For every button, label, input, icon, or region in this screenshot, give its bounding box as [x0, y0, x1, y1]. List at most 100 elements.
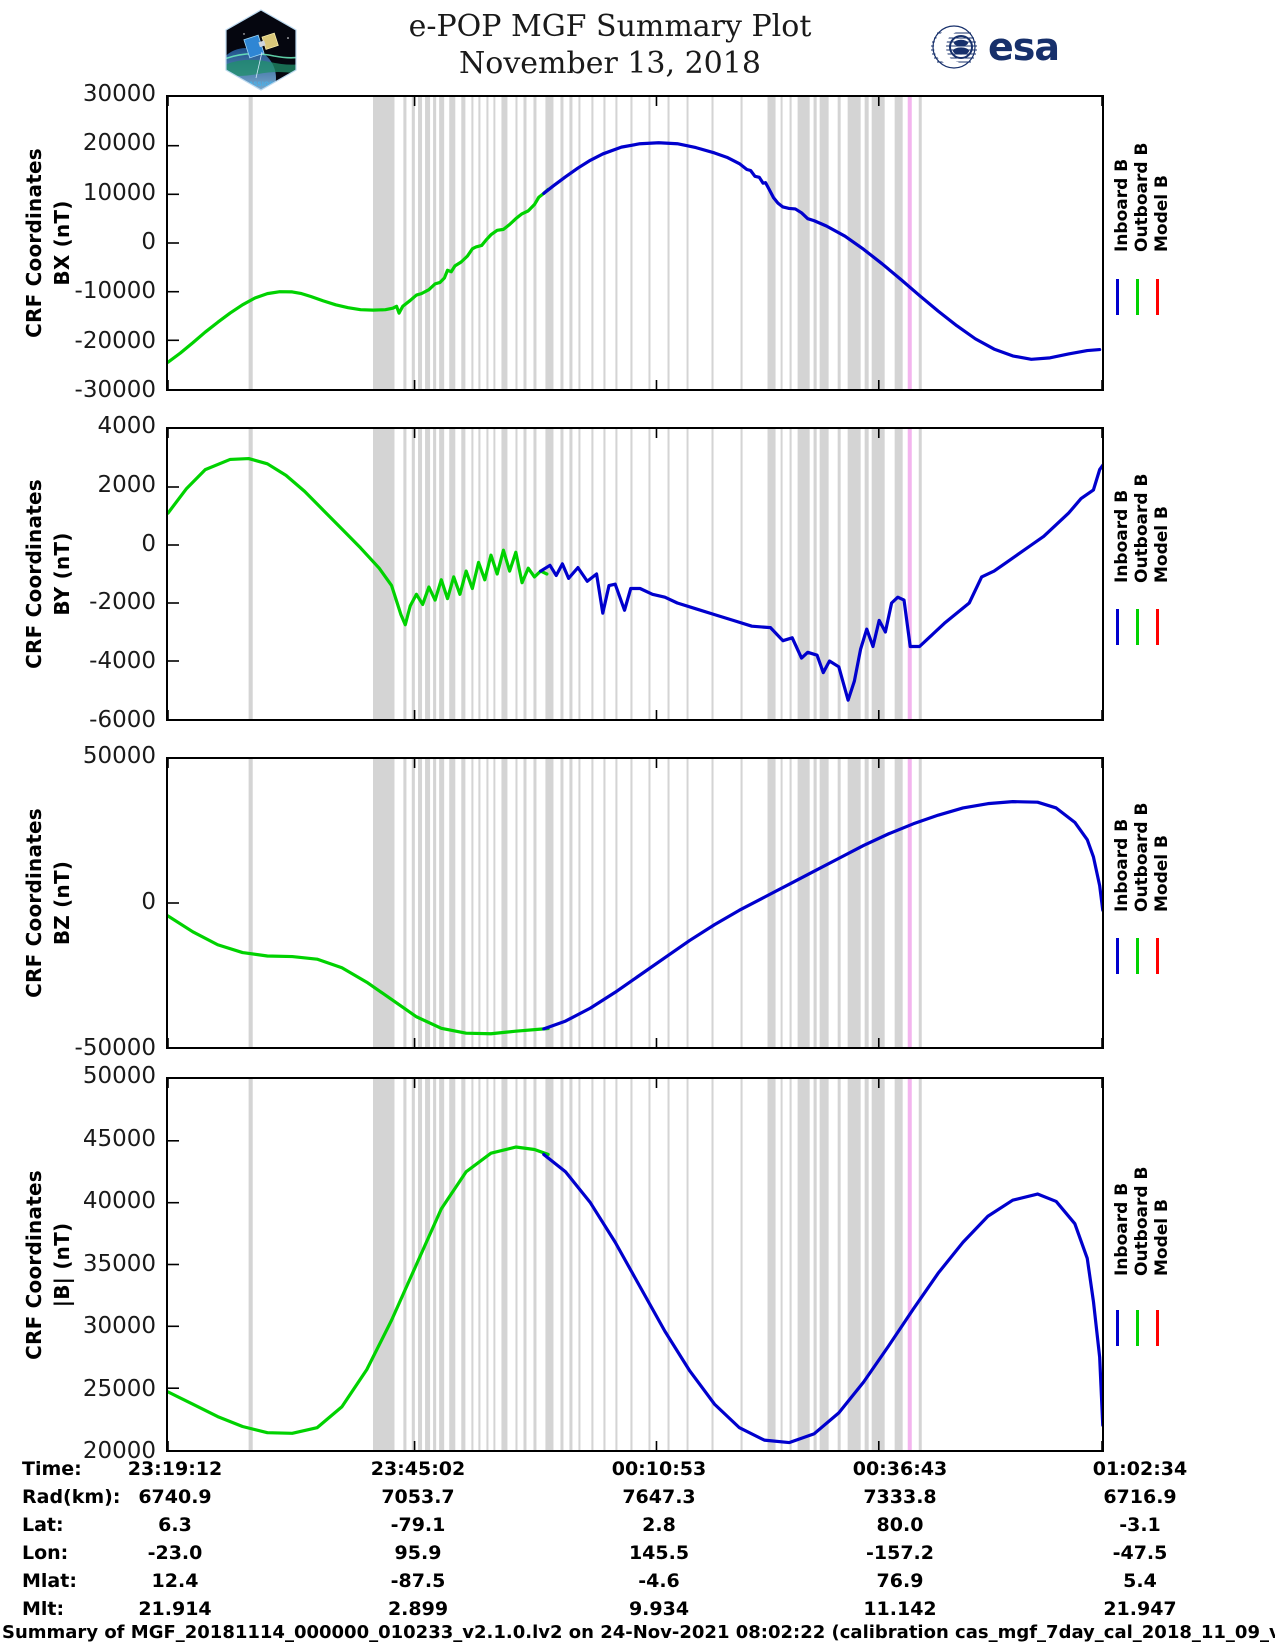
- title-line-2: November 13, 2018: [459, 46, 761, 81]
- legend-label-model-b: Model B: [1152, 834, 1172, 912]
- table-cell: 6740.9: [138, 1486, 212, 1508]
- y-axis-ticks-bx: 30000 20000 10000 0 -10000 -20000 -30000: [36, 83, 156, 402]
- y-tick-label: 40000: [82, 1188, 156, 1214]
- y-tick-label: 30000: [82, 81, 156, 107]
- table-cell: 95.9: [394, 1542, 442, 1564]
- trace-inboard-b: [539, 463, 1102, 702]
- y-tick-label: 50000: [82, 1063, 156, 1089]
- table-cell: 7647.3: [622, 1486, 696, 1508]
- legend-label-outboard-b: Outboard B: [1132, 802, 1152, 912]
- y-tick-label: 4000: [97, 413, 156, 439]
- y-tick-label: -30000: [74, 377, 156, 403]
- y-axis-title-component: BX (nT): [50, 200, 74, 286]
- y-axis-title-coords: CRF Coordinates: [22, 148, 46, 338]
- legend-label-inboard-b: Inboard B: [1112, 1182, 1132, 1276]
- y-axis-title-component: |B| (nT): [50, 1222, 74, 1307]
- legend-swatch-model-b: [1156, 278, 1159, 315]
- table-cell: 2.8: [642, 1514, 676, 1536]
- table-row-label: Lon:: [22, 1542, 69, 1564]
- table-cell: 145.5: [628, 1542, 690, 1564]
- legend-label-outboard-b: Outboard B: [1132, 1166, 1152, 1276]
- y-tick-label: 10000: [82, 179, 156, 206]
- trace-outboard-b: [168, 914, 550, 1036]
- table-cell: 2.899: [387, 1598, 449, 1620]
- table-row: Lon: -23.0 95.9 145.5 -157.2 -47.5: [0, 1542, 1275, 1570]
- table-row-label: Mlat:: [22, 1570, 77, 1592]
- table-cell: 12.4: [151, 1570, 199, 1592]
- table-row: Mlat: 12.4 -87.5 -4.6 76.9 5.4: [0, 1570, 1275, 1598]
- legend-swatch-inboard-b: [1116, 938, 1119, 975]
- y-tick-label: -2000: [89, 589, 156, 616]
- y-axis-title-coords: CRF Coordinates: [22, 479, 46, 669]
- table-cell: -87.5: [390, 1570, 446, 1592]
- legend: Inboard B Outboard B Model B: [1112, 95, 1202, 391]
- table-cell: 6716.9: [1103, 1486, 1177, 1508]
- y-tick-label: 0: [141, 229, 156, 255]
- patch-label: CASSIOPE: [244, 81, 277, 88]
- y-tick-label: 30000: [82, 1313, 156, 1339]
- table-row-label: Rad(km):: [22, 1486, 121, 1508]
- legend-swatch-model-b: [1156, 938, 1159, 975]
- table-cell: 7053.7: [381, 1486, 455, 1508]
- y-axis-title-coords: CRF Coordinates: [22, 808, 46, 998]
- table-cell: 11.142: [863, 1598, 937, 1620]
- y-axis-title-component: BZ (nT): [50, 860, 74, 946]
- table-cell: 23:19:12: [127, 1458, 223, 1480]
- trace-outboard-b: [168, 187, 550, 364]
- plot-panel-by: [166, 427, 1104, 721]
- trace-outboard-b: [168, 456, 549, 627]
- legend-swatch-model-b: [1156, 609, 1159, 646]
- legend-swatch-outboard-b: [1136, 278, 1139, 315]
- table-cell: 23:45:02: [370, 1458, 466, 1480]
- legend-swatch-model-b: [1156, 1309, 1159, 1346]
- table-row-label: Time:: [22, 1458, 82, 1480]
- table-cell: 21.914: [138, 1598, 212, 1620]
- table-cell: 80.0: [876, 1514, 924, 1536]
- legend: Inboard B Outboard B Model B: [1112, 1077, 1202, 1452]
- legend-label-inboard-b: Inboard B: [1112, 489, 1132, 583]
- page-title: e-POP MGF Summary Plot November 13, 2018: [330, 8, 890, 82]
- y-tick-label: 20000: [82, 130, 156, 157]
- y-tick-label: -6000: [89, 707, 156, 733]
- table-cell: 7333.8: [863, 1486, 937, 1508]
- y-tick-label: -20000: [74, 327, 156, 354]
- y-tick-label: 50000: [82, 743, 156, 769]
- y-tick-label: 45000: [82, 1125, 156, 1152]
- table-cell: 00:36:43: [852, 1458, 948, 1480]
- legend-swatch-inboard-b: [1116, 609, 1119, 646]
- legend-label-outboard-b: Outboard B: [1132, 473, 1152, 583]
- y-tick-label: 0: [141, 530, 156, 557]
- legend-label-model-b: Model B: [1152, 1198, 1172, 1276]
- legend-swatch-inboard-b: [1116, 278, 1119, 315]
- legend-swatch-inboard-b: [1116, 1309, 1119, 1346]
- table-cell: 01:02:34: [1092, 1458, 1188, 1480]
- y-tick-label: 35000: [82, 1250, 156, 1277]
- legend-label-inboard-b: Inboard B: [1112, 818, 1132, 912]
- legend-swatch-outboard-b: [1136, 1309, 1139, 1346]
- title-line-1: e-POP MGF Summary Plot: [408, 9, 812, 44]
- y-tick-label: 2000: [97, 471, 156, 498]
- legend-label-model-b: Model B: [1152, 505, 1172, 583]
- table-row-label: Mlt:: [22, 1598, 65, 1620]
- table-cell: -79.1: [390, 1514, 446, 1536]
- table-cell: 76.9: [876, 1570, 924, 1592]
- page-header: CASSIOPE e-POP MGF Summary Plot November…: [0, 0, 1275, 92]
- table-cell: -3.1: [1119, 1514, 1161, 1536]
- table-row: Mlt: 21.914 2.899 9.934 11.142 21.947: [0, 1598, 1275, 1626]
- cassiope-mission-patch-icon: CASSIOPE: [222, 8, 300, 92]
- y-tick-label: 25000: [82, 1375, 156, 1402]
- legend: Inboard B Outboard B Model B: [1112, 427, 1202, 721]
- y-tick-label: -10000: [74, 278, 156, 305]
- table-cell: -4.6: [638, 1570, 680, 1592]
- plot-panel-b: [166, 1077, 1104, 1452]
- table-cell: 9.934: [628, 1598, 690, 1620]
- footer-caption: Summary of MGF_20181114_000000_010233_v2…: [2, 1622, 1275, 1643]
- y-tick-label: -4000: [89, 648, 156, 675]
- y-axis-title-coords: CRF Coordinates: [22, 1169, 46, 1360]
- y-tick-label: -50000: [74, 1035, 156, 1061]
- esa-wordmark: esa: [988, 25, 1060, 69]
- plot-panel-bz: [166, 757, 1104, 1049]
- trace-inboard-b: [542, 1152, 1102, 1445]
- table-cell: 5.4: [1123, 1570, 1157, 1592]
- table-cell: -157.2: [866, 1542, 934, 1564]
